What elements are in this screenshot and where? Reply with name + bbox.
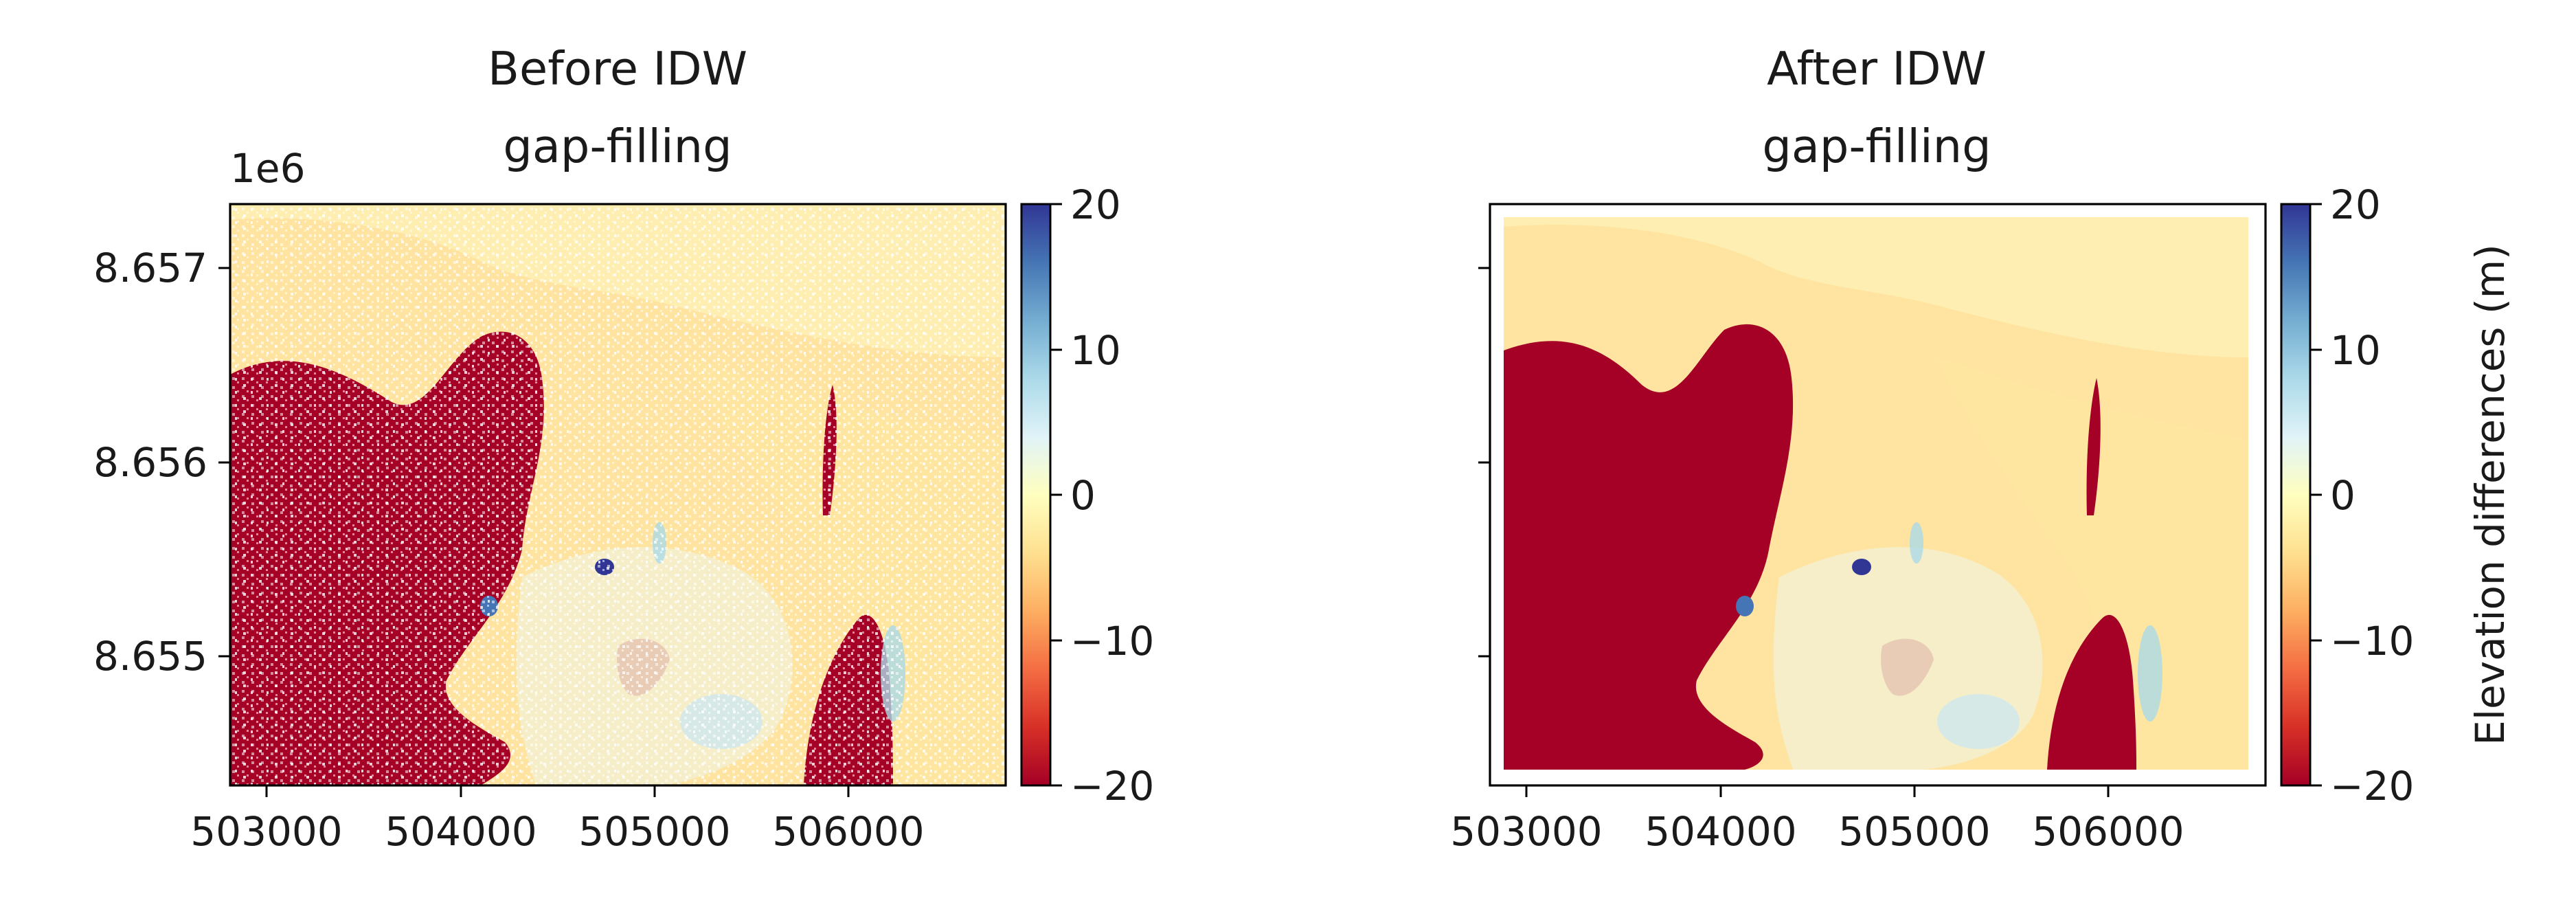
left-x-tick-label: 504000 (385, 808, 536, 855)
left-title-line1: Before IDW (488, 42, 747, 96)
left-x-tick-label: 506000 (772, 808, 924, 855)
colorbar-label: Elevation differences (m) (2467, 244, 2513, 745)
right-colorbar-tick-label: 20 (2330, 181, 2381, 228)
right-panel: After IDW gap-filling 503000 504000 (1450, 42, 2513, 855)
left-x-tick-label: 505000 (578, 808, 730, 855)
left-y-tick-label: 8.655 (93, 633, 207, 680)
left-panel: Before IDW gap-filling 1e6 5030 (93, 42, 1154, 855)
left-colorbar-tick-label: −20 (1070, 763, 1154, 809)
right-colorbar-tick-label: −10 (2330, 618, 2414, 664)
right-colorbar-tick-label: 10 (2330, 327, 2381, 374)
right-x-tick-label: 504000 (1645, 808, 1796, 855)
right-colorbar-tick-label: 0 (2330, 472, 2355, 519)
left-y-offset-label: 1e6 (230, 145, 306, 192)
right-title-line1: After IDW (1767, 42, 1987, 96)
right-x-tick-label: 503000 (1450, 808, 1602, 855)
right-colorbar-tick-label: −20 (2330, 763, 2414, 809)
left-plot-frame (229, 203, 1007, 787)
left-colorbar-tick-label: 20 (1070, 181, 1121, 228)
right-colorbar-gradient (2280, 203, 2312, 787)
left-colorbar-tick-label: −10 (1070, 618, 1154, 664)
left-colorbar-tick-label: 10 (1070, 327, 1121, 374)
right-x-tick-label: 505000 (1838, 808, 1990, 855)
left-title-line2: gap-filling (503, 120, 732, 173)
left-x-tick-label: 503000 (190, 808, 342, 855)
left-colorbar-tick-label: 0 (1070, 472, 1096, 519)
right-y-axis (1478, 267, 1490, 658)
right-colorbar: 20 10 0 −10 −20 Elevation differences (m… (2280, 181, 2513, 809)
left-heatmap (230, 204, 1006, 785)
right-heatmap (1504, 217, 2248, 770)
right-plot-frame (1489, 203, 2267, 787)
left-colorbar: 20 10 0 −10 −20 (1020, 181, 1154, 809)
right-title-line2: gap-filling (1762, 120, 1991, 173)
left-y-tick-label: 8.657 (93, 245, 207, 291)
left-colorbar-gradient (1020, 203, 1052, 787)
left-y-tick-label: 8.656 (93, 439, 207, 486)
left-x-axis: 503000 504000 505000 506000 (190, 785, 925, 855)
right-x-axis: 503000 504000 505000 506000 (1450, 785, 2184, 855)
right-x-tick-label: 506000 (2032, 808, 2184, 855)
left-y-axis: 8.655 8.656 8.657 (93, 245, 230, 680)
